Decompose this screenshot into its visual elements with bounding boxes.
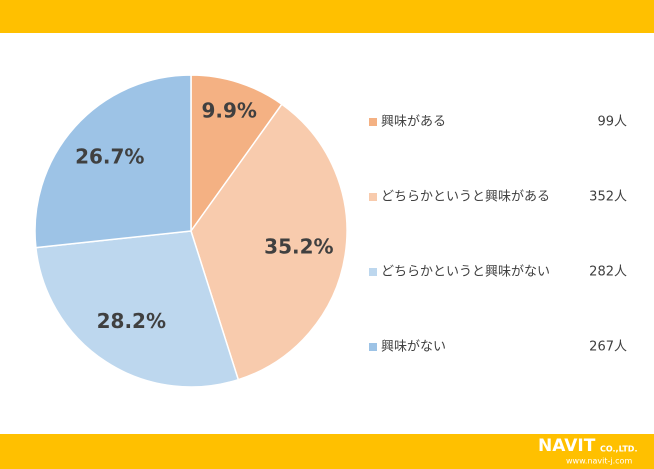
count-label: 352人 (589, 190, 627, 205)
legend-swatch (369, 268, 377, 276)
value-label: 9.9% (201, 99, 256, 123)
value-label: 28.2% (97, 309, 166, 333)
legend-swatch (369, 343, 377, 351)
bottom-bar (0, 434, 654, 469)
value-label: 26.7% (75, 145, 144, 169)
pie-slice (190, 103, 348, 381)
pie-slice (34, 74, 192, 249)
pie-slice (190, 74, 283, 234)
legend-swatch (369, 118, 377, 126)
top-bar (0, 0, 654, 33)
logo: NAVIT (538, 436, 596, 456)
pie: 9.9% 35.2% 28.2% 26.7% (34, 74, 348, 388)
legend-swatch (369, 193, 377, 201)
legend-label: 興味がある (381, 115, 446, 130)
logo-url: www.navit-j.com (566, 457, 632, 466)
legend-label: 興味がない (381, 340, 446, 355)
legend-label: どちらかというと興味がある (381, 190, 550, 205)
count-label: 99人 (597, 115, 627, 130)
logo-company: CO.,LTD. (600, 445, 637, 454)
value-label: 35.2% (264, 235, 333, 259)
legend-label: どちらかというと興味がない (381, 265, 550, 280)
count-label: 267人 (589, 340, 627, 355)
count-label: 282人 (589, 265, 627, 280)
pie-slice (35, 230, 240, 388)
